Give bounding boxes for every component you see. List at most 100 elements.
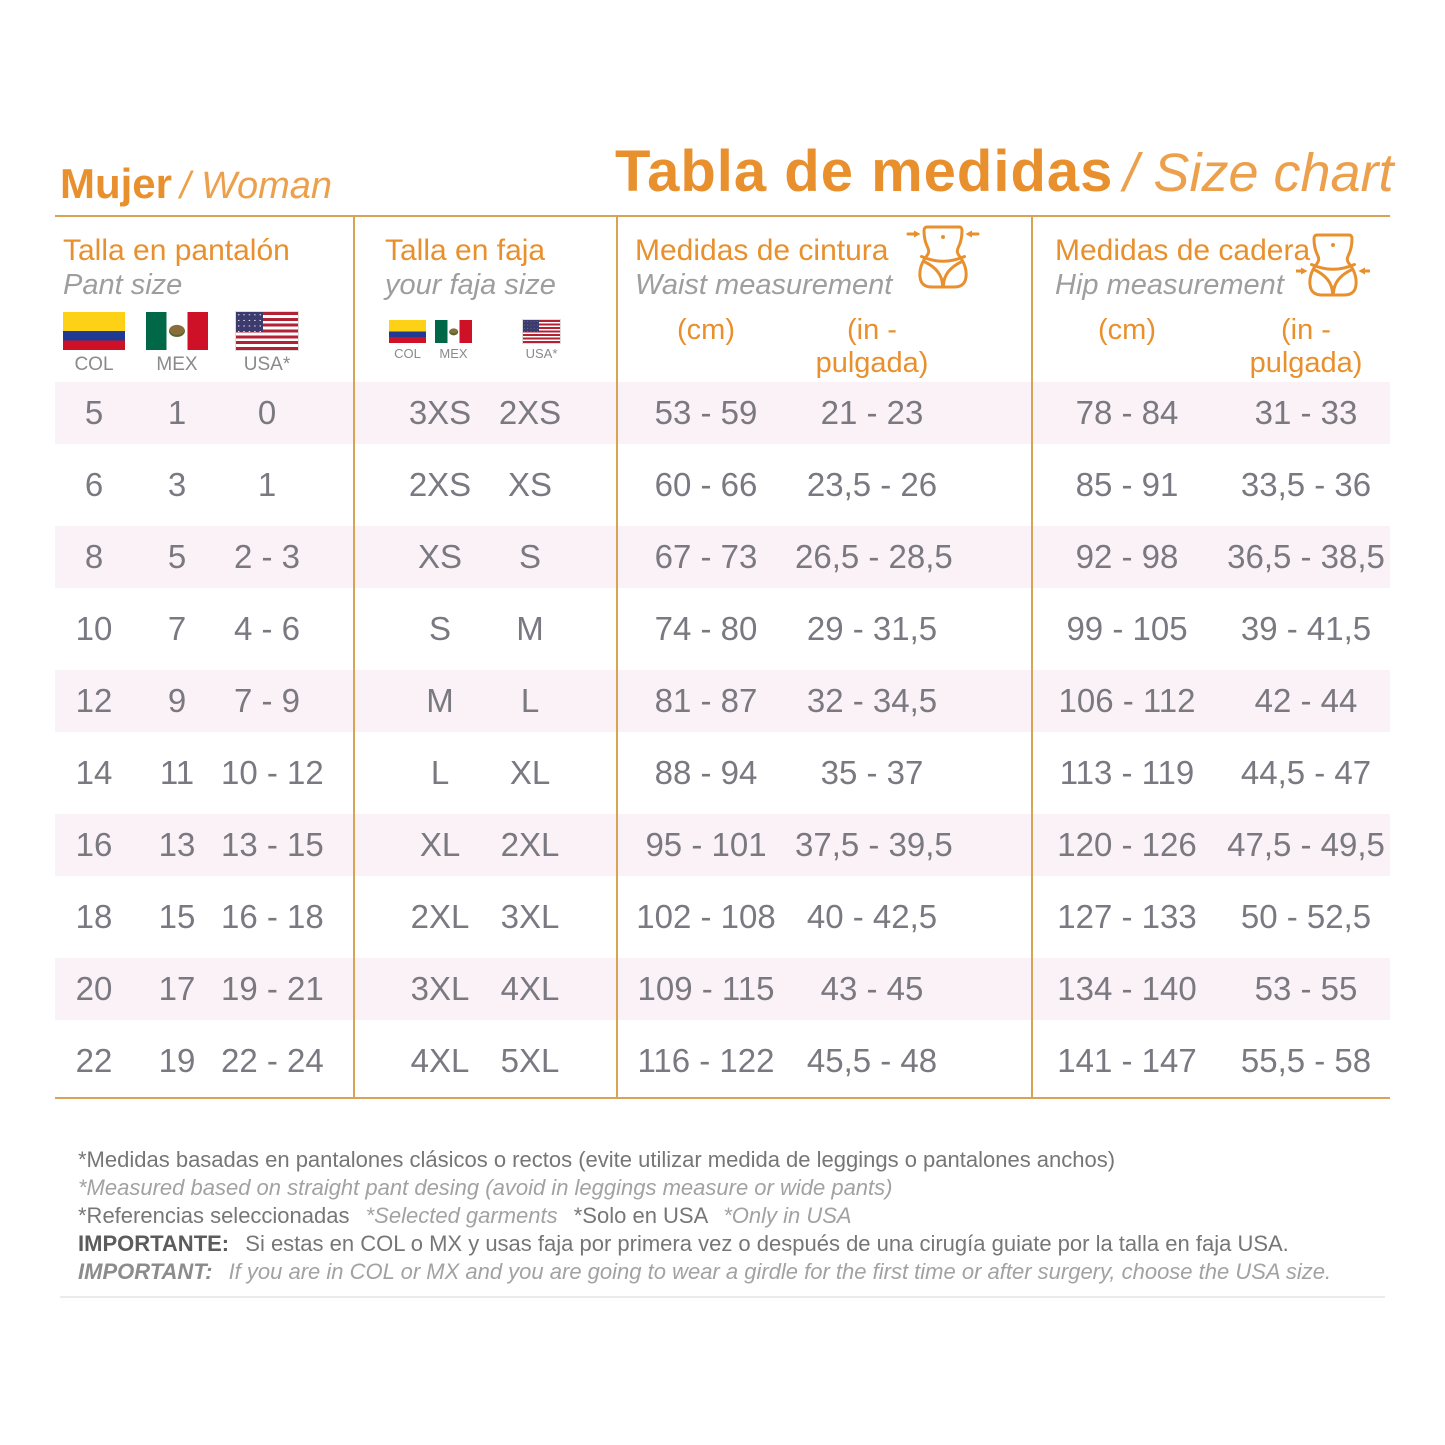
cell-waist-in: 45,5 - 48 bbox=[806, 1042, 938, 1079]
flag-cell-mex: MEX bbox=[435, 320, 472, 361]
hip-units-row: (cm) (in - pulgada) bbox=[1032, 314, 1390, 380]
cell-waist-in: 43 - 45 bbox=[820, 970, 924, 1007]
cell-pant-col: 16 bbox=[75, 826, 113, 863]
gender-title-es: Mujer bbox=[60, 160, 173, 207]
row-hip-measurements: 92 - 98 36,5 - 38,5 bbox=[1032, 521, 1390, 593]
cell-hip-in: 55,5 - 58 bbox=[1240, 1042, 1372, 1079]
row-waist-measurements: 109 - 115 43 - 45 bbox=[617, 953, 1032, 1025]
table-row: 5 1 0 3XS 2XS 53 - 59 21 - 23 78 - 84 31… bbox=[55, 377, 1390, 449]
row-pant-sizes: 6 3 1 bbox=[55, 449, 354, 521]
cell-pant-mex: 15 bbox=[158, 898, 196, 935]
row-hip-measurements: 127 - 133 50 - 52,5 bbox=[1032, 881, 1390, 953]
cell-waist-cm: 67 - 73 bbox=[654, 538, 758, 575]
hip-unit-in: (in - pulgada) bbox=[1249, 314, 1363, 379]
cell-hip-in: 44,5 - 47 bbox=[1240, 754, 1372, 791]
cell-hip-cm: 113 - 119 bbox=[1059, 754, 1195, 791]
row-faja-sizes: S M bbox=[354, 593, 617, 665]
flag-label-usa: USA* bbox=[525, 346, 558, 361]
row-waist-measurements: 74 - 80 29 - 31,5 bbox=[617, 593, 1032, 665]
cell-faja-usa: XS bbox=[507, 466, 553, 503]
header-pant-size: Talla en pantalón Pant size COL MEX USA* bbox=[55, 217, 354, 380]
footnote-solo-en: *Only in USA bbox=[723, 1203, 852, 1228]
cell-faja-usa: 4XL bbox=[500, 970, 560, 1007]
cell-waist-in: 40 - 42,5 bbox=[806, 898, 938, 935]
cell-faja-usa: S bbox=[518, 538, 541, 575]
cell-pant-usa: 2 - 3 bbox=[233, 538, 301, 575]
cell-pant-col: 10 bbox=[75, 610, 113, 647]
cell-hip-cm: 106 - 112 bbox=[1058, 682, 1196, 719]
cell-hip-cm: 99 - 105 bbox=[1066, 610, 1188, 647]
cell-pant-mex: 7 bbox=[167, 610, 187, 647]
cell-faja-usa: 2XL bbox=[500, 826, 560, 863]
cell-waist-cm: 88 - 94 bbox=[654, 754, 758, 791]
important-label-en: IMPORTANT: bbox=[78, 1259, 213, 1284]
cell-pant-mex: 17 bbox=[158, 970, 196, 1007]
cell-waist-in: 37,5 - 39,5 bbox=[795, 826, 953, 863]
cell-faja-col-mex: L bbox=[430, 754, 450, 791]
cell-pant-usa: 22 - 24 bbox=[221, 1042, 324, 1079]
important-text-es: Si estas en COL o MX y usas faja por pri… bbox=[245, 1231, 1289, 1256]
footnote-solo-es: *Solo en USA bbox=[573, 1203, 708, 1228]
cell-hip-in: 39 - 41,5 bbox=[1240, 610, 1372, 647]
mexico-flag-icon bbox=[146, 312, 208, 350]
row-pant-sizes: 20 17 19 - 21 bbox=[55, 953, 354, 1025]
cell-hip-cm: 78 - 84 bbox=[1075, 394, 1179, 431]
cell-pant-col: 20 bbox=[75, 970, 113, 1007]
cell-faja-usa: L bbox=[520, 682, 540, 719]
important-label-es: IMPORTANTE: bbox=[78, 1231, 230, 1256]
usa-flag-icon bbox=[235, 311, 299, 351]
faja-size-title-en: your faja size bbox=[385, 269, 556, 301]
table-row: 12 9 7 - 9 M L 81 - 87 32 - 34,5 106 - 1… bbox=[55, 665, 1390, 737]
flag-label-usa: USA* bbox=[243, 354, 291, 375]
column-divider bbox=[353, 217, 355, 1097]
row-waist-measurements: 88 - 94 35 - 37 bbox=[617, 737, 1032, 809]
footnote-important-es: IMPORTANTE: Si estas en COL o MX y usas … bbox=[78, 1230, 1398, 1258]
cell-pant-usa: 7 - 9 bbox=[233, 682, 301, 719]
footnote-ref-es: *Referencias seleccionadas bbox=[78, 1203, 350, 1228]
size-table: Talla en pantalón Pant size COL MEX USA* bbox=[55, 215, 1390, 1099]
cell-waist-cm: 60 - 66 bbox=[654, 466, 758, 503]
cell-faja-col-mex: 2XL bbox=[410, 898, 470, 935]
cell-faja-col-mex: XL bbox=[419, 826, 461, 863]
cell-hip-in: 31 - 33 bbox=[1254, 394, 1358, 431]
cell-pant-mex: 11 bbox=[159, 754, 195, 791]
flag-label-col: COL bbox=[74, 354, 114, 375]
footnote-measurement-es: *Medidas basadas en pantalones clásicos … bbox=[78, 1147, 1116, 1172]
table-row: 6 3 1 2XS XS 60 - 66 23,5 - 26 85 - 91 3… bbox=[55, 449, 1390, 521]
table-row: 20 17 19 - 21 3XL 4XL 109 - 115 43 - 45 … bbox=[55, 953, 1390, 1025]
cell-waist-cm: 81 - 87 bbox=[654, 682, 758, 719]
cell-hip-cm: 120 - 126 bbox=[1057, 826, 1197, 863]
bottom-divider bbox=[60, 1296, 1385, 1298]
cell-hip-cm: 134 - 140 bbox=[1057, 970, 1197, 1007]
cell-pant-col: 14 bbox=[75, 754, 113, 791]
cell-waist-in: 29 - 31,5 bbox=[806, 610, 938, 647]
table-row: 8 5 2 - 3 XS S 67 - 73 26,5 - 28,5 92 - … bbox=[55, 521, 1390, 593]
page-title-en: / Size chart bbox=[1123, 143, 1394, 203]
row-hip-measurements: 113 - 119 44,5 - 47 bbox=[1032, 737, 1390, 809]
row-hip-measurements: 99 - 105 39 - 41,5 bbox=[1032, 593, 1390, 665]
row-waist-measurements: 102 - 108 40 - 42,5 bbox=[617, 881, 1032, 953]
row-hip-measurements: 141 - 147 55,5 - 58 bbox=[1032, 1025, 1390, 1097]
row-faja-sizes: L XL bbox=[354, 737, 617, 809]
table-header: Talla en pantalón Pant size COL MEX USA* bbox=[55, 217, 1390, 380]
row-pant-sizes: 12 9 7 - 9 bbox=[55, 665, 354, 737]
gender-title: Mujer / Woman bbox=[60, 160, 332, 208]
flag-cell-col: COL bbox=[55, 312, 133, 376]
cell-pant-col: 6 bbox=[84, 466, 104, 503]
cell-waist-in: 26,5 - 28,5 bbox=[795, 538, 953, 575]
cell-faja-col-mex: M bbox=[426, 682, 454, 719]
row-hip-measurements: 120 - 126 47,5 - 49,5 bbox=[1032, 809, 1390, 881]
cell-waist-cm: 109 - 115 bbox=[637, 970, 775, 1007]
pant-size-title-es: Talla en pantalón bbox=[63, 234, 290, 267]
cell-pant-mex: 13 bbox=[158, 826, 196, 863]
cell-hip-in: 50 - 52,5 bbox=[1240, 898, 1372, 935]
column-divider bbox=[1031, 217, 1033, 1097]
flag-cell-col: COL bbox=[389, 320, 426, 361]
row-pant-sizes: 8 5 2 - 3 bbox=[55, 521, 354, 593]
waist-unit-in: (in - pulgada) bbox=[815, 314, 929, 379]
cell-pant-col: 5 bbox=[84, 394, 104, 431]
cell-waist-cm: 53 - 59 bbox=[654, 394, 758, 431]
cell-hip-cm: 92 - 98 bbox=[1075, 538, 1179, 575]
flag-cell-usa: USA* bbox=[221, 311, 313, 376]
cell-faja-col-mex: 3XL bbox=[410, 970, 470, 1007]
